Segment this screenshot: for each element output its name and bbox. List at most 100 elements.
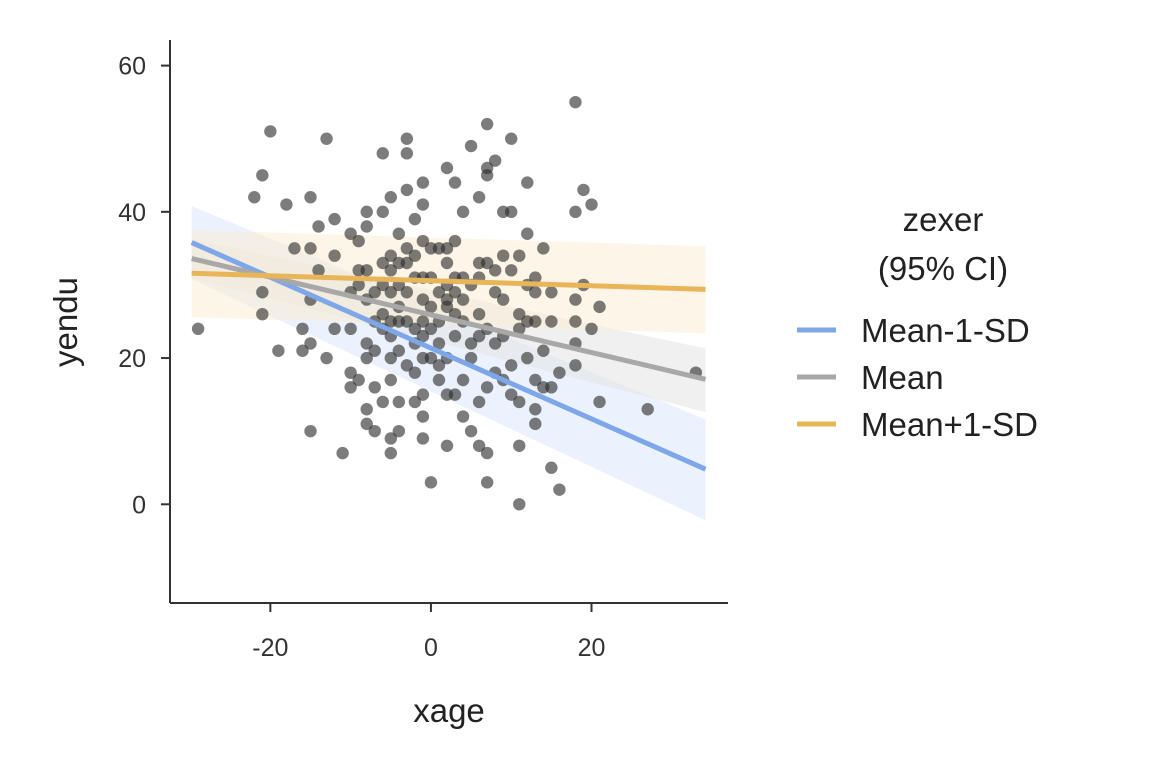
data-point	[448, 388, 462, 401]
legend-label-1: Mean	[861, 359, 944, 396]
data-point	[440, 300, 454, 314]
data-point	[553, 366, 566, 379]
y-tick-label: 20	[118, 345, 146, 373]
data-point	[513, 249, 526, 262]
data-point	[569, 315, 582, 328]
data-point	[448, 286, 462, 299]
data-point	[505, 388, 518, 401]
data-point	[545, 315, 558, 328]
data-point	[569, 359, 582, 372]
legend-label-0: Mean-1-SD	[861, 312, 1030, 349]
data-point	[513, 307, 526, 321]
data-point	[569, 95, 582, 109]
data-point	[480, 256, 494, 270]
data-point	[256, 307, 269, 321]
data-point	[384, 249, 397, 262]
data-point	[505, 264, 518, 277]
data-point	[464, 337, 478, 350]
data-point	[392, 424, 406, 438]
data-point	[440, 161, 454, 175]
data-point	[392, 395, 406, 409]
data-point	[448, 176, 462, 189]
data-point	[376, 205, 389, 219]
data-point	[368, 286, 381, 299]
data-point	[280, 198, 293, 211]
data-point	[352, 278, 365, 292]
y-tick-label: 40	[118, 199, 146, 227]
data-point	[272, 344, 285, 357]
x-tick-label: 20	[578, 634, 606, 662]
data-point	[344, 381, 357, 394]
y-tick-label: 0	[132, 491, 146, 519]
data-point	[408, 366, 422, 379]
data-point	[488, 337, 502, 350]
data-point	[416, 432, 430, 445]
data-point	[432, 286, 446, 299]
data-point	[400, 286, 414, 299]
data-point	[545, 381, 558, 394]
y-axis-title: yendu	[47, 277, 84, 367]
data-point	[400, 256, 414, 270]
data-point	[328, 212, 341, 226]
data-point	[344, 366, 357, 379]
data-point	[456, 205, 470, 219]
data-point	[328, 249, 341, 262]
data-point	[456, 410, 470, 423]
data-point	[424, 476, 438, 489]
data-point	[360, 351, 373, 365]
data-point	[472, 329, 486, 343]
data-point	[360, 337, 373, 350]
data-point	[256, 286, 269, 299]
data-point	[456, 373, 470, 387]
x-ticks: -20 0 20	[252, 603, 605, 662]
series-line-1	[191, 256, 707, 382]
data-point	[488, 154, 502, 167]
data-point	[312, 264, 325, 277]
data-point	[480, 446, 494, 460]
data-point	[392, 227, 406, 240]
data-point	[376, 307, 389, 321]
data-point	[464, 351, 478, 365]
data-point	[488, 286, 502, 299]
data-point	[344, 322, 357, 336]
data-point	[480, 381, 494, 394]
data-point	[529, 417, 542, 431]
data-point	[368, 424, 381, 438]
data-point	[537, 242, 550, 255]
data-point	[521, 227, 534, 240]
axes	[169, 40, 728, 604]
data-point	[400, 147, 414, 160]
data-point	[400, 242, 414, 255]
data-point	[296, 344, 309, 357]
data-point	[304, 424, 317, 438]
data-point	[641, 403, 654, 416]
data-point	[376, 395, 389, 409]
data-point	[529, 373, 542, 387]
x-tick-label: 0	[424, 634, 438, 662]
data-point	[296, 322, 309, 336]
legend: zexer (95% CI) Mean-1-SD Mean Mean+1-SD	[797, 201, 1038, 443]
data-point	[408, 249, 422, 262]
data-point	[545, 461, 558, 474]
data-point	[424, 351, 438, 365]
data-point	[448, 329, 462, 343]
data-point	[448, 234, 462, 248]
data-point	[384, 286, 397, 299]
data-point	[496, 249, 510, 262]
data-point	[472, 307, 486, 321]
data-point	[368, 344, 381, 357]
data-point	[424, 300, 438, 314]
data-point	[408, 212, 422, 226]
data-point	[569, 293, 582, 306]
legend-items: Mean-1-SD Mean Mean+1-SD	[797, 312, 1038, 443]
data-point	[529, 286, 542, 299]
data-point	[368, 381, 381, 394]
data-point	[513, 498, 526, 511]
data-point	[384, 351, 397, 365]
data-point	[416, 293, 430, 306]
data-point	[360, 264, 373, 277]
data-point	[480, 117, 494, 131]
data-point	[264, 125, 277, 138]
data-point	[529, 271, 542, 284]
